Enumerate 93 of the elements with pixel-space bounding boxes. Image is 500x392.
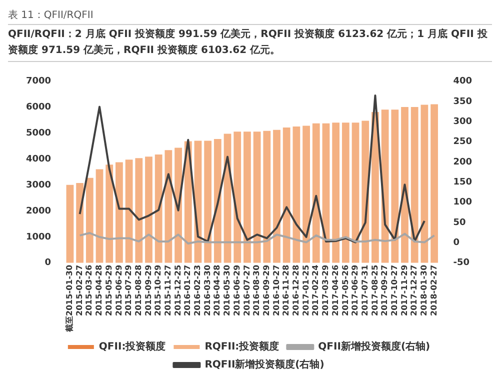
y2-tick-label: 350 [453,96,472,107]
y2-tick-label: 400 [453,76,472,87]
chart-title: 表 11：QFII/RQFII [8,8,492,25]
x-tick-label: 2016-09-29 [262,264,271,316]
y2-tick-label: 100 [453,198,472,208]
bar [302,126,310,263]
bar [273,130,280,263]
x-tick-label: 2016-07-27 [242,264,252,316]
bar [253,132,261,263]
bar [420,104,428,263]
x-tick-label: 2017-05-26 [340,264,350,316]
x-tick-label: 2017-11-29 [400,264,409,316]
x-tick-label: 2015-05-29 [104,264,114,316]
x-tick-label: 2015-03-26 [84,264,94,316]
x-tick-label: 2015-06-29 [114,264,124,316]
x-tick-label: 2015-09-29 [144,264,153,316]
y2-tick-label: -50 [453,258,470,268]
legend-label: RQFII:投资额度 [204,340,280,353]
x-tick-label: 截至2015-01-30 [65,264,74,333]
x-tick-label: 2017-07-31 [360,264,370,316]
x-tick-label: 2017-06-29 [350,264,360,316]
x-tick-label: 2017-01-25 [301,264,310,316]
legend-label: RQFII新增投资额度(右轴) [204,358,324,371]
y2-tick-label: 0 [453,238,460,248]
x-tick-label: 2015-11-27 [164,264,173,316]
bar [145,156,152,263]
y2-tick-label: 150 [453,178,472,188]
x-tick-label: 2015-08-28 [134,264,143,316]
bar [135,158,143,263]
bar [86,178,94,263]
bar [125,160,133,263]
bar [282,128,290,263]
bar [322,123,330,263]
y-tick-label: 0 [44,258,52,268]
bar [312,123,320,263]
x-tick-label: 2015-02-27 [74,264,84,316]
legend-label: QFII新增投资额度(右轴) [318,340,430,353]
x-tick-label: 2015-12-25 [173,264,182,316]
x-tick-label: 2018-02-27 [429,264,438,316]
x-tick-label: 2016-12-28 [292,264,301,316]
x-tick-label: 2016-01-27 [183,264,192,316]
x-tick-label: 2017-03-29 [321,264,330,316]
legend-label: QFII:投资额度 [98,340,166,353]
bar [96,169,104,263]
x-tick-label: 2017-08-25 [370,264,380,316]
bar [352,122,360,263]
y2-tick-label: 250 [453,137,472,148]
bar [106,164,114,263]
bar [66,184,74,263]
x-tick-label: 2016-04-28 [212,264,222,316]
x-tick-label: 2016-03-30 [202,264,212,316]
x-tick-label: 2016-11-28 [282,264,291,316]
y-tick-label: 4000 [26,154,52,164]
x-tick-label: 2015-07-29 [124,264,134,316]
bar [214,138,222,263]
x-tick-label: 2017-04-26 [330,264,340,316]
x-tick-label: 2016-08-30 [252,264,262,316]
bar [234,132,242,263]
bar [244,132,251,263]
bar [154,154,162,263]
y-tick-label: 7000 [26,76,52,87]
bar [342,122,350,263]
x-tick-label: 2017-10-27 [390,264,399,316]
x-tick-label: 2018-01-30 [420,264,429,316]
x-tick-label: 2017-09-27 [380,264,390,316]
bar [391,110,399,263]
y-tick-label: 1000 [26,232,52,242]
y2-tick-label: 50 [453,218,466,228]
bar [430,104,438,263]
y-tick-label: 6000 [26,102,52,113]
y2-tick-label: 300 [453,117,472,128]
y2-tick-label: 200 [453,157,472,168]
bar [76,183,84,263]
bar [164,150,172,263]
x-tick-label: 2016-10-27 [272,264,281,316]
bar [263,130,271,263]
bar [292,126,300,263]
x-tick-label: 2017-02-24 [311,264,320,316]
x-tick-label: 2015-04-28 [94,264,104,316]
chart-subtitle: QFII/RQFII：2 月底 QFII 投资额度 991.59 亿美元，RQFII 投资额度 6123.62 亿元；1 月底 QFII 投资额度 971.59 亿美元，RQFII 投资额度 6103.62 亿元。 [8,25,492,62]
x-tick-label: 2017-12-27 [410,264,419,316]
y-tick-label: 5000 [26,128,52,139]
bar [204,140,212,263]
bar [410,107,418,263]
bar [401,107,408,263]
x-tick-label: 2016-05-30 [222,264,232,316]
x-tick-label: 2015-10-29 [154,264,163,316]
x-tick-label: 2016-02-23 [193,264,202,316]
x-tick-label: 2016-06-29 [232,264,242,316]
y-tick-label: 3000 [26,180,52,190]
y-tick-label: 2000 [26,206,52,216]
bar [332,122,340,263]
bar [116,162,123,263]
